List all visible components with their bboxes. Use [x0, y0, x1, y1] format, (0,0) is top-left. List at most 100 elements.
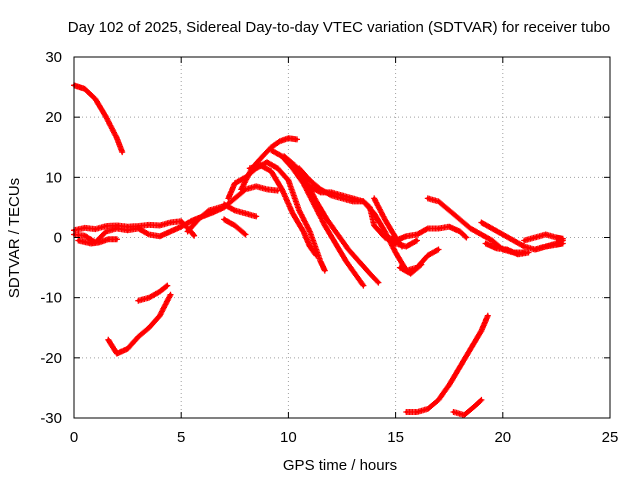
data-point — [269, 148, 273, 152]
data-point — [158, 314, 162, 318]
data-point — [458, 229, 462, 233]
data-point — [368, 272, 372, 276]
y-tick-label: 30 — [45, 49, 62, 66]
data-point — [83, 226, 87, 230]
data-point — [207, 208, 211, 212]
data-series-arc27 — [450, 396, 485, 418]
data-point — [106, 237, 110, 241]
data-point — [554, 243, 558, 247]
data-series-arc2 — [105, 291, 174, 357]
data-point — [398, 266, 402, 270]
data-point — [233, 181, 237, 185]
data-point — [436, 398, 440, 402]
data-point — [280, 187, 284, 191]
data-point — [165, 284, 169, 288]
data-point — [336, 232, 340, 236]
data-point — [516, 252, 520, 256]
data-point — [179, 225, 183, 229]
data-point — [120, 150, 124, 154]
data-series-arc9 — [221, 201, 260, 220]
data-point — [383, 229, 387, 233]
data-point — [355, 275, 359, 279]
data-point — [308, 178, 312, 182]
data-point — [544, 232, 548, 236]
data-point — [426, 254, 430, 258]
data-point — [323, 223, 327, 227]
data-point — [334, 242, 338, 246]
data-point — [426, 226, 430, 230]
data-point — [426, 407, 430, 411]
data-point — [106, 338, 110, 342]
axis-ticks: 0 5 10 15 20 25 -30 -20 -10 0 10 20 30 — [40, 49, 618, 446]
data-series-arc6 — [75, 236, 120, 247]
data-point — [248, 166, 252, 170]
data-point — [561, 237, 565, 241]
data-point — [394, 251, 398, 255]
data-point — [464, 236, 468, 239]
data-point — [147, 232, 151, 236]
data-point — [490, 239, 494, 243]
x-tick-label: 0 — [70, 429, 78, 446]
data-point — [282, 154, 286, 158]
data-point — [458, 217, 462, 221]
data-series-arc19 — [381, 223, 470, 244]
data-point — [76, 239, 80, 243]
data-point — [314, 254, 318, 258]
data-point — [344, 260, 348, 264]
data-point — [147, 296, 151, 300]
data-point — [372, 223, 376, 227]
data-series-arc8 — [221, 216, 249, 238]
data-point — [190, 219, 194, 223]
data-series-arc23 — [482, 240, 532, 258]
data-point — [479, 220, 483, 224]
data-point — [233, 196, 237, 200]
data-point — [415, 232, 419, 236]
data-point — [276, 189, 280, 193]
x-tick-label: 10 — [280, 429, 297, 446]
data-point — [261, 154, 265, 158]
data-point — [522, 245, 526, 249]
data-point — [505, 248, 509, 252]
data-point — [501, 232, 505, 236]
data-point — [196, 217, 200, 221]
data-point — [192, 234, 196, 238]
data-point — [233, 208, 237, 212]
x-axis-label: GPS time / hours — [283, 457, 397, 474]
data-point — [104, 115, 108, 119]
data-point — [462, 413, 466, 417]
data-point — [458, 365, 462, 369]
data-point — [419, 263, 423, 267]
data-point — [469, 347, 473, 351]
data-point — [544, 245, 548, 249]
data-point — [179, 219, 183, 223]
y-tick-label: -10 — [40, 290, 62, 307]
data-point — [319, 190, 323, 194]
data-point — [372, 211, 376, 215]
data-point — [436, 199, 440, 203]
data-point — [291, 166, 295, 170]
data-point — [314, 199, 318, 203]
data-point — [239, 187, 243, 191]
y-axis-label: SDTVAR / TECUs — [6, 178, 23, 298]
data-point — [301, 229, 305, 233]
data-point — [115, 352, 119, 356]
data-point — [561, 242, 565, 246]
x-tick-label: 5 — [177, 429, 185, 446]
data-point — [218, 205, 222, 209]
y-tick-label: 20 — [45, 109, 62, 126]
data-point — [436, 248, 440, 252]
data-point — [451, 410, 455, 414]
data-point — [269, 169, 273, 173]
data-point — [254, 184, 258, 188]
data-point — [415, 239, 419, 243]
data-point — [469, 226, 473, 230]
data-point — [361, 284, 365, 288]
data-point — [158, 234, 162, 238]
data-point — [308, 245, 312, 249]
data-series-arc12 — [246, 162, 320, 259]
data-series-arc13 — [268, 147, 367, 289]
data-point — [147, 223, 151, 227]
data-point — [115, 136, 119, 140]
data-point — [115, 223, 119, 227]
data-point — [426, 196, 430, 200]
